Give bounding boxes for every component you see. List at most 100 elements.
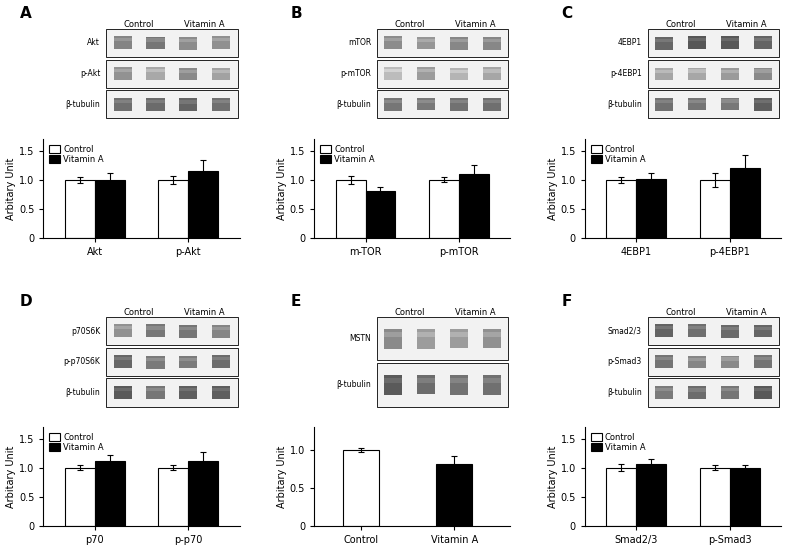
Bar [721, 98, 739, 110]
Bar [107, 379, 237, 407]
Bar [483, 70, 501, 72]
Bar [450, 375, 468, 395]
Bar [179, 39, 197, 42]
Bar [450, 70, 468, 73]
Bar [753, 38, 772, 41]
Y-axis label: Arbitary Unit: Arbitary Unit [548, 446, 558, 507]
Bar [655, 100, 673, 103]
Bar [648, 379, 780, 407]
Bar [450, 100, 468, 103]
Bar [212, 70, 230, 73]
Bar [147, 388, 165, 391]
Bar [688, 386, 706, 399]
Bar [147, 37, 165, 49]
Bar [377, 60, 508, 88]
Bar [147, 386, 165, 398]
Bar [179, 37, 197, 50]
Bar [417, 37, 436, 49]
Bar [721, 100, 739, 102]
Bar [753, 36, 772, 49]
Bar [107, 348, 237, 376]
Y-axis label: Arbitary Unit: Arbitary Unit [277, 446, 287, 507]
Bar [450, 37, 468, 50]
Text: p-Smad3: p-Smad3 [608, 357, 641, 366]
Bar [114, 36, 132, 49]
Bar [147, 100, 165, 104]
Bar [721, 357, 739, 361]
Bar [417, 378, 436, 383]
Bar [417, 375, 436, 395]
Text: Control: Control [394, 20, 425, 28]
Bar [688, 70, 706, 73]
Bar [648, 29, 780, 57]
Bar [114, 69, 132, 72]
Bar [65, 468, 95, 526]
Bar [179, 68, 197, 81]
Bar [377, 317, 508, 361]
Bar [721, 325, 739, 338]
Text: p-Akt: p-Akt [80, 69, 100, 78]
Y-axis label: Arbitary Unit: Arbitary Unit [548, 157, 558, 220]
Bar [212, 357, 230, 361]
Bar [721, 38, 739, 41]
Bar [753, 355, 772, 368]
Bar [114, 100, 132, 103]
Bar [107, 29, 237, 57]
Bar [179, 100, 197, 104]
Bar [417, 69, 436, 72]
Bar [377, 363, 508, 407]
Text: Vitamin A: Vitamin A [455, 20, 495, 28]
Bar [483, 100, 501, 103]
Bar [114, 388, 132, 391]
Bar [179, 357, 197, 361]
Text: MSTN: MSTN [350, 334, 371, 343]
Text: p70S6K: p70S6K [71, 327, 100, 335]
Bar [436, 464, 473, 526]
Bar [636, 179, 666, 238]
Text: p-p70S6K: p-p70S6K [63, 357, 100, 366]
Bar [114, 357, 132, 361]
Legend: Control, Vitamin A: Control, Vitamin A [589, 431, 647, 454]
Bar [189, 461, 218, 526]
Bar [688, 36, 706, 49]
Text: Vitamin A: Vitamin A [185, 307, 225, 317]
Bar [721, 327, 739, 330]
Text: Control: Control [124, 307, 155, 317]
Bar [655, 70, 673, 73]
Bar [753, 67, 772, 80]
Text: Vitamin A: Vitamin A [185, 20, 225, 28]
Bar [688, 98, 706, 111]
Bar [114, 67, 132, 80]
Bar [648, 90, 780, 118]
Bar [688, 38, 706, 42]
Bar [114, 324, 132, 337]
Text: 4EBP1: 4EBP1 [618, 38, 641, 48]
Bar [147, 358, 165, 361]
Bar [107, 60, 237, 88]
Bar [212, 68, 230, 81]
Bar [147, 69, 165, 72]
Bar [212, 36, 230, 49]
Bar [95, 461, 125, 526]
Bar [114, 355, 132, 368]
Text: Control: Control [665, 307, 696, 317]
Bar [384, 378, 402, 383]
Bar [179, 325, 197, 338]
Bar [417, 98, 436, 110]
Bar [688, 326, 706, 329]
Bar [721, 70, 739, 73]
Bar [179, 327, 197, 330]
Bar [212, 38, 230, 41]
Bar [753, 327, 772, 330]
Text: β-tubulin: β-tubulin [336, 380, 371, 389]
Bar [159, 180, 189, 238]
Bar [450, 379, 468, 383]
Bar [384, 332, 402, 337]
Text: Control: Control [394, 307, 425, 317]
Text: A: A [20, 6, 32, 21]
Bar [648, 60, 780, 88]
Bar [114, 98, 132, 111]
Bar [655, 324, 673, 337]
Bar [212, 327, 230, 330]
Bar [384, 329, 402, 349]
